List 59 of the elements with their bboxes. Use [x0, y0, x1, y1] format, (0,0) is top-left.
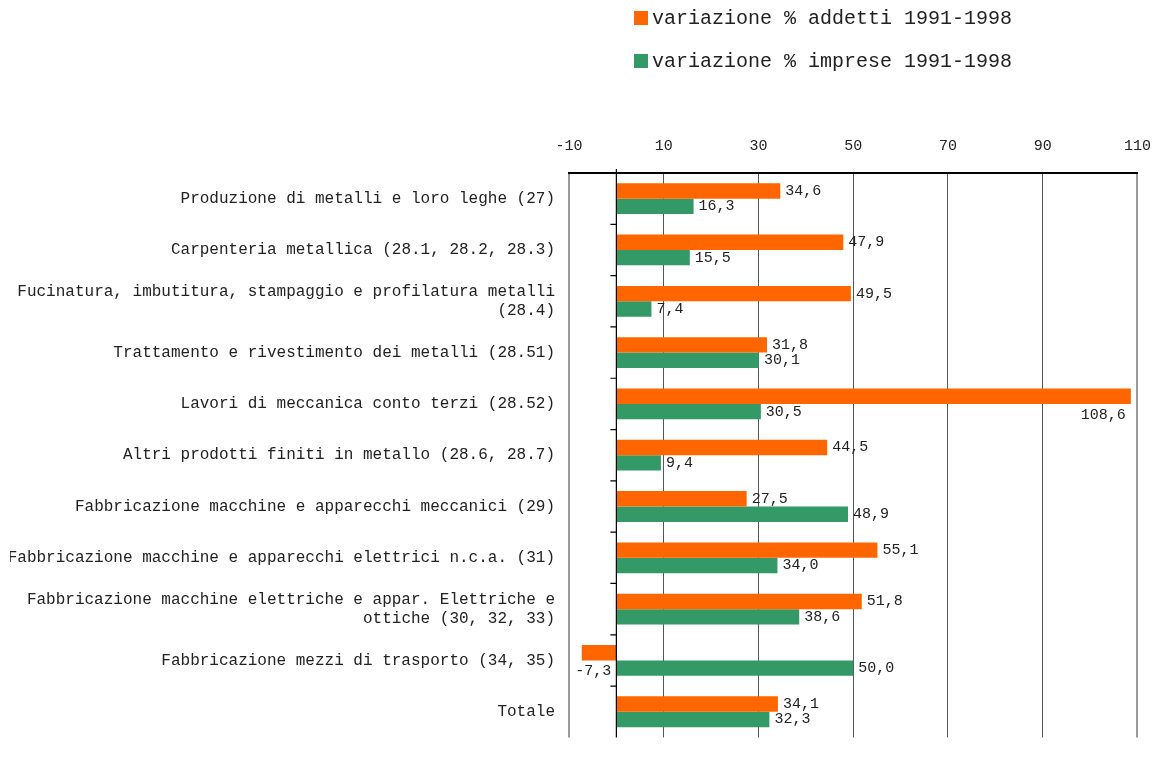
bar: [616, 388, 1131, 404]
y-tick-label: Lavori di meccanica conto terzi (28.52): [180, 395, 555, 414]
data-label: 55,1: [882, 542, 919, 560]
bar: [616, 542, 878, 558]
bar: [616, 183, 781, 199]
data-label: 31,8: [772, 336, 809, 354]
x-tick-label: -10: [555, 137, 583, 155]
bar: [581, 645, 617, 661]
x-tick-label: 10: [654, 137, 673, 155]
bar: [616, 198, 694, 215]
legend-label: variazione % imprese 1991-1998: [652, 49, 1013, 73]
data-label: 15,5: [694, 249, 731, 267]
data-label: 34,0: [782, 557, 819, 575]
data-label: -7,3: [575, 663, 612, 681]
x-tick-label: 70: [938, 137, 958, 155]
bar: [616, 285, 851, 302]
bar: [616, 439, 828, 456]
y-tick-label: Fabbricazione macchine elettriche e appar. Elettriche e ottiche (30, 32, 33): [26, 590, 555, 628]
data-label: 32,3: [774, 711, 811, 729]
data-label: 30,5: [765, 403, 802, 421]
bar: [616, 660, 854, 676]
data-label: 9,4: [665, 454, 693, 472]
data-label: 30,1: [763, 352, 800, 370]
data-label: 34,6: [785, 182, 822, 200]
bar: [616, 301, 652, 317]
y-tick-label: Fucinatura, imbutitura, stampaggio e profilatura metalli (28.4): [17, 282, 555, 321]
y-tick-label: Fabbricazione mezzi di trasporto (34, 35): [161, 651, 555, 670]
x-tick-label: 30: [749, 137, 768, 155]
bar: [616, 696, 778, 712]
x-tick-label: 90: [1033, 137, 1052, 155]
y-tick-label: Totale: [497, 702, 555, 721]
data-label: 49,5: [855, 285, 892, 303]
bar: [616, 609, 800, 625]
bar: [616, 352, 759, 368]
y-tick-label: Trattamento e rivestimento dei metalli (28.51): [113, 343, 555, 362]
bar: [616, 593, 862, 610]
bar: [616, 403, 761, 420]
data-label: 16,3: [698, 198, 735, 216]
bar: [616, 711, 770, 728]
bar: [616, 455, 661, 471]
x-tick-label: 50: [844, 137, 863, 155]
bar: [616, 337, 768, 353]
data-label: 51,8: [866, 593, 903, 611]
data-label: 50,0: [858, 660, 895, 678]
y-tick-label: Fabbricazione macchine e apparecchi elettrici n.c.a. (31): [7, 549, 555, 568]
y-tick-label: Fabbricazione macchine e apparecchi meccanici (29): [74, 497, 555, 516]
y-tick-label: Carpenteria metallica (28.1, 28.2, 28.3): [170, 241, 555, 260]
bar: [616, 557, 778, 574]
bar: [616, 249, 690, 266]
y-tick-label: Produzione di metalli e loro leghe (27): [180, 189, 555, 208]
x-tick-label: 110: [1123, 137, 1152, 155]
bar: [616, 506, 849, 522]
legend-label: variazione % addetti 1991-1998: [652, 6, 1013, 30]
bar: [616, 234, 844, 250]
bar: [616, 491, 747, 507]
data-label: 38,6: [804, 608, 841, 626]
y-tick-label: Altri prodotti finiti in metallo (28.6, 28.7): [122, 446, 555, 465]
data-label: 108,6: [1080, 406, 1126, 424]
data-label: 34,1: [782, 696, 819, 714]
